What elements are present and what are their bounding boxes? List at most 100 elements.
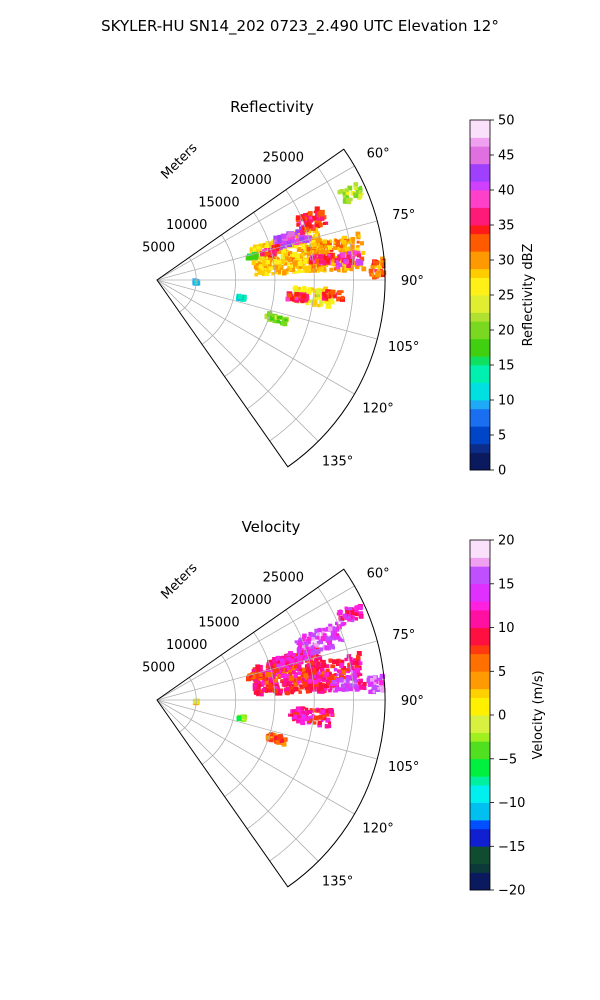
velocity-data-cell	[290, 652, 295, 657]
velocity-data-cell	[315, 658, 319, 662]
velocity-data-cell	[300, 685, 304, 690]
reflectivity-data-cell	[282, 269, 287, 273]
velocity-data-cell	[331, 680, 336, 685]
reflectivity-data-cell	[287, 262, 291, 266]
velocity-data-cell	[278, 673, 284, 678]
reflectivity-data-cell	[304, 293, 309, 298]
velocity-data-cell	[319, 688, 325, 694]
reflectivity-colorbar-swatch	[470, 268, 490, 278]
velocity-data-cell	[301, 645, 306, 649]
reflectivity-colorbar-swatch	[470, 295, 490, 305]
velocity-data-cell	[301, 637, 306, 642]
reflectivity-range-tick-label: 10000	[166, 218, 207, 233]
velocity-data-cell	[313, 708, 317, 713]
reflectivity-data-cell	[316, 207, 320, 211]
reflectivity-data-cell	[336, 296, 341, 300]
reflectivity-colorbar-swatch	[470, 233, 490, 243]
reflectivity-data-cell	[338, 263, 343, 268]
velocity-data-cell	[303, 673, 309, 679]
reflectivity-data-cell	[316, 263, 322, 268]
reflectivity-data-cell	[381, 262, 386, 267]
velocity-data-cell	[330, 712, 334, 717]
reflectivity-data-cell	[279, 315, 283, 319]
reflectivity-data-cell	[325, 258, 330, 263]
velocity-colorbar-swatch	[470, 863, 490, 873]
reflectivity-data-cell	[304, 227, 309, 232]
reflectivity-colorbar-swatch	[470, 251, 490, 261]
reflectivity-azimuth-spoke	[156, 279, 355, 395]
velocity-data-cell	[282, 675, 286, 679]
velocity-data-cell	[328, 688, 332, 693]
velocity-colorbar-swatch	[470, 802, 490, 812]
velocity-colorbar-swatches	[470, 540, 490, 891]
reflectivity-data-cell	[322, 239, 327, 244]
reflectivity-data-cell	[272, 259, 276, 262]
velocity-data-cell	[345, 615, 351, 621]
reflectivity-data-cell	[300, 244, 306, 249]
velocity-data-cell	[300, 673, 305, 678]
reflectivity-data-cell	[350, 191, 356, 196]
velocity-data-cell	[288, 685, 292, 689]
velocity-data-cell	[351, 618, 355, 623]
velocity-data-cell	[252, 669, 258, 675]
reflectivity-data-cell	[311, 268, 315, 272]
velocity-data-cell	[268, 684, 274, 690]
velocity-data-cell	[343, 679, 348, 684]
velocity-data-cell	[315, 629, 319, 632]
velocity-data-cell	[283, 678, 288, 683]
reflectivity-data-cell	[283, 244, 288, 249]
reflectivity-data-cell	[343, 235, 348, 240]
reflectivity-data-cell	[355, 247, 360, 252]
velocity-data-cell	[258, 672, 263, 677]
reflectivity-data-cell	[300, 229, 305, 235]
reflectivity-colorbar-swatch	[470, 443, 490, 453]
reflectivity-data-cell	[370, 265, 374, 269]
velocity-data-cell	[300, 720, 306, 726]
velocity-data-cell	[298, 655, 303, 660]
reflectivity-data-cell	[370, 273, 375, 277]
velocity-data-cell	[304, 671, 308, 675]
reflectivity-data-cell	[345, 197, 351, 203]
reflectivity-data-cell	[293, 285, 298, 290]
velocity-data-cell	[273, 685, 278, 690]
reflectivity-data-cell	[257, 246, 261, 250]
velocity-data-cell	[317, 655, 323, 660]
velocity-data-cell	[349, 660, 355, 666]
velocity-data-cell	[294, 640, 298, 644]
velocity-data-cell	[288, 680, 293, 685]
reflectivity-data-cells	[192, 182, 387, 327]
reflectivity-data-cell	[328, 245, 333, 250]
reflectivity-data-cell	[323, 268, 327, 271]
reflectivity-colorbar-tick-label: 20	[498, 324, 515, 339]
reflectivity-data-cell	[308, 224, 313, 229]
velocity-data-cell	[274, 691, 279, 696]
reflectivity-data-cell	[256, 249, 261, 254]
reflectivity-data-cell	[315, 211, 320, 216]
reflectivity-data-cell	[291, 232, 296, 237]
reflectivity-range-tick-label: 25000	[263, 150, 304, 165]
velocity-data-cell	[271, 674, 276, 680]
reflectivity-data-cell	[335, 264, 340, 270]
reflectivity-data-cell	[277, 271, 281, 275]
velocity-data-cell	[373, 675, 377, 680]
velocity-data-cell	[353, 658, 356, 662]
velocity-data-cell	[317, 671, 321, 675]
velocity-data-cell	[335, 635, 340, 640]
reflectivity-data-cell	[301, 293, 307, 299]
reflectivity-data-cell	[308, 299, 313, 303]
reflectivity-colorbar-swatch	[470, 137, 490, 147]
velocity-colorbar-swatch	[470, 750, 490, 760]
reflectivity-data-cell	[377, 265, 383, 271]
velocity-data-cell	[297, 642, 302, 646]
reflectivity-data-cell	[340, 253, 346, 258]
velocity-range-ring	[224, 632, 276, 797]
velocity-data-cell	[302, 706, 306, 710]
reflectivity-data-cell	[284, 318, 288, 323]
reflectivity-colorbar-swatch	[470, 277, 490, 287]
reflectivity-data-cell	[300, 299, 305, 304]
reflectivity-data-cell	[340, 295, 345, 300]
reflectivity-data-cell	[300, 234, 304, 238]
reflectivity-data-cell	[257, 253, 261, 257]
reflectivity-data-cell	[276, 258, 280, 262]
velocity-data-cell	[274, 735, 279, 741]
